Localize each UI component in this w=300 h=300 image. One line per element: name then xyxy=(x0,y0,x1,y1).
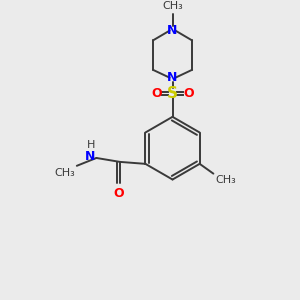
Text: CH₃: CH₃ xyxy=(54,168,75,178)
Text: N: N xyxy=(167,24,178,37)
Text: CH₃: CH₃ xyxy=(162,1,183,11)
Text: CH₃: CH₃ xyxy=(215,175,236,184)
Text: N: N xyxy=(167,71,178,84)
Text: O: O xyxy=(152,87,162,100)
Text: H: H xyxy=(87,140,95,150)
Text: O: O xyxy=(183,87,194,100)
Text: N: N xyxy=(85,151,95,164)
Text: O: O xyxy=(114,188,124,200)
Text: S: S xyxy=(167,86,178,101)
